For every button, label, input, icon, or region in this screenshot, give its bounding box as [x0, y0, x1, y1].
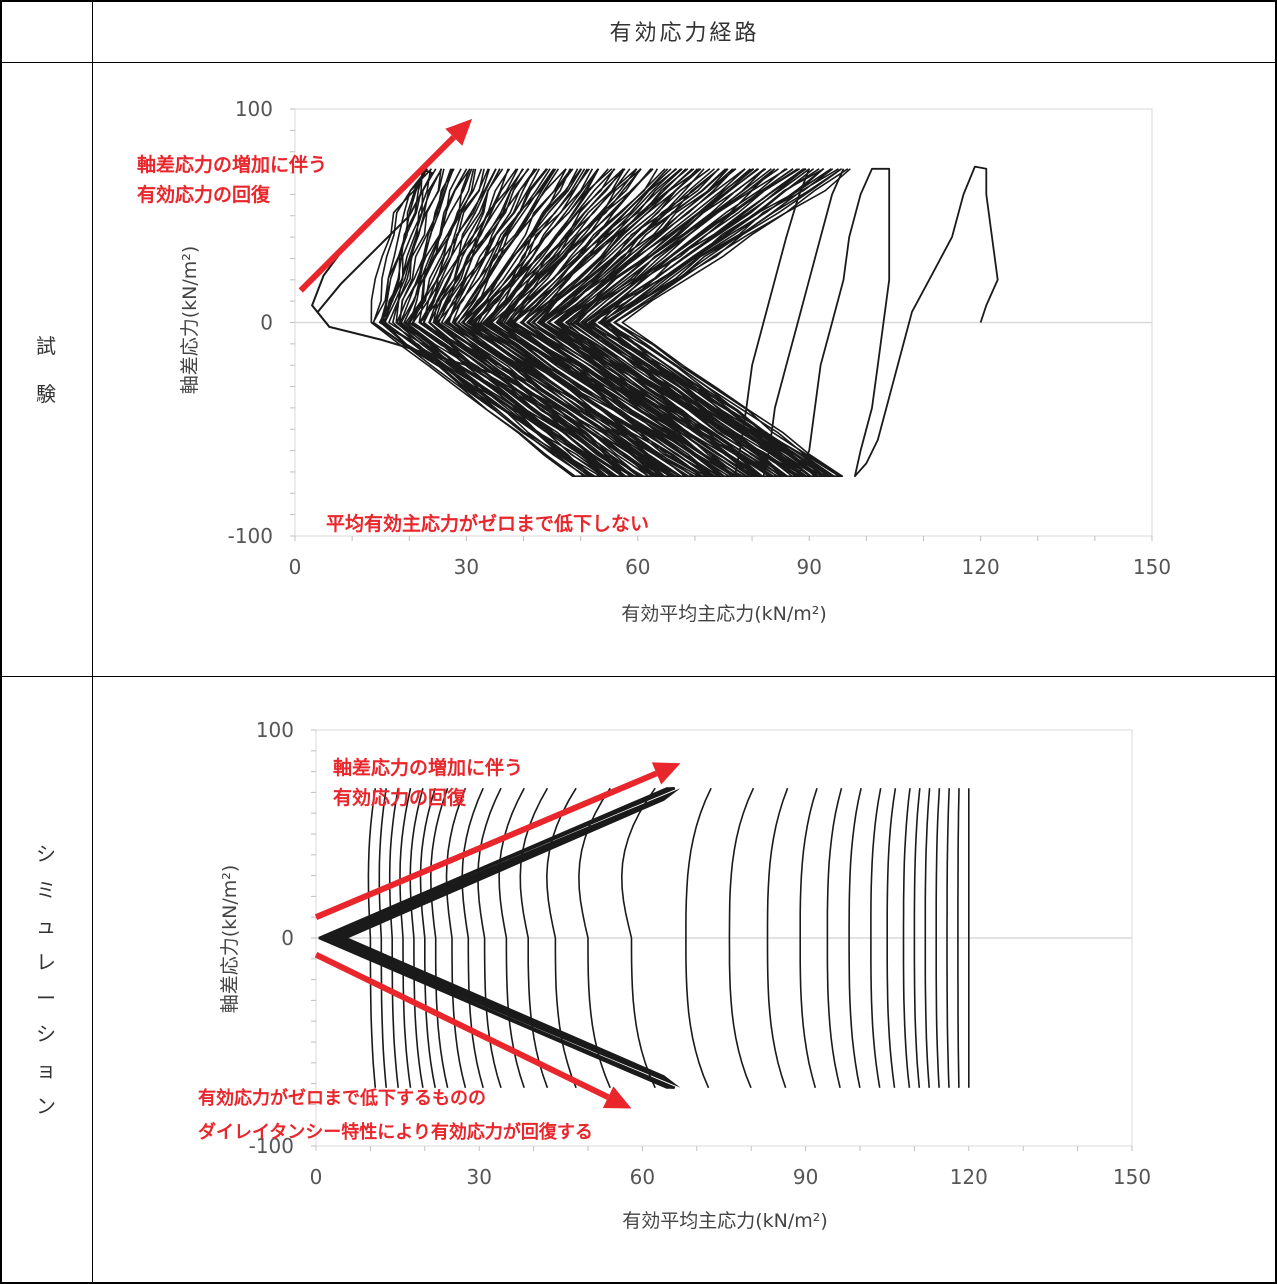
table-border-bottom: [0, 1282, 1277, 1284]
row-label-simulation: シ ミ ュ レ ー シ ョ ン: [0, 677, 92, 1282]
annotation-text: 有効応力の回復: [137, 183, 271, 206]
annotation-text: 有効応力の回復: [333, 786, 467, 809]
table-border-left: [0, 0, 2, 1284]
cycle-path: [519, 787, 549, 1089]
table-row-divider: [0, 676, 1277, 677]
x-tick-label: 30: [466, 1165, 491, 1189]
annotation-text: 軸差応力の増加に伴う: [333, 756, 523, 779]
annotation-text: 平均有効主応力がゼロまで低下しない: [326, 512, 649, 535]
cycle-path: [957, 788, 960, 1088]
y-tick-label: 100: [256, 718, 294, 742]
cycle-path: [935, 788, 941, 1088]
x-tick-label: 150: [1113, 1165, 1151, 1189]
y-axis-label: 軸差応力(kN/m²): [179, 246, 201, 395]
x-tick-label: 30: [454, 555, 479, 579]
x-tick-label: 0: [310, 1165, 323, 1189]
row-label-sim-char: シ: [36, 1021, 56, 1046]
outer-cycle-path: [734, 168, 811, 477]
row-label-test-char: 試: [36, 333, 56, 358]
x-tick-label: 120: [962, 555, 1000, 579]
x-tick-label: 150: [1133, 555, 1171, 579]
cycle-path: [685, 787, 712, 1089]
cycle-path: [429, 787, 449, 1088]
row-label-sim-char: ョ: [36, 1057, 56, 1082]
table-header-divider: [0, 62, 1277, 63]
table-border-right: [1275, 0, 1277, 1284]
outer-cycle-path: [796, 165, 999, 478]
annotation-text: 有効応力がゼロまで低下するものの: [198, 1087, 486, 1109]
red-arrow-shaft: [314, 951, 610, 1100]
cycle-path: [728, 787, 755, 1089]
red-arrow-head: [602, 1086, 632, 1109]
row-label-sim-char: レ: [36, 949, 56, 974]
cycle-path: [367, 788, 377, 1088]
x-tick-label: 120: [950, 1165, 988, 1189]
x-axis-label: 有効平均主応力(kN/m²): [621, 603, 827, 625]
cycle-path: [378, 788, 387, 1088]
x-tick-label: 90: [793, 1165, 818, 1189]
dense-wedge-paths: [318, 787, 676, 1089]
y-tick-label: 0: [260, 311, 273, 335]
x-tick-label: 60: [630, 1165, 655, 1189]
apex-path: [310, 167, 622, 473]
cycle-path: [620, 787, 656, 1089]
table-border-top: [0, 0, 1277, 2]
row-label-sim-char: ミ: [36, 877, 56, 902]
red-arrow-shaft: [298, 135, 456, 293]
cycle-path: [799, 787, 818, 1089]
red-arrow-head: [445, 118, 473, 146]
x-axis-label: 有効平均主応力(kN/m²): [622, 1210, 828, 1232]
y-axis-label: 軸差応力(kN/m²): [219, 865, 241, 1014]
cycle-path: [399, 788, 412, 1088]
simulation-stress-path-chart: 0 30 60 90 120 150 100 0 -100 軸差応力の増加に伴う有効応力の回復有…: [198, 718, 1151, 1232]
outer-cycle-path: [762, 168, 845, 477]
cycle-path: [913, 788, 921, 1088]
row-label-sim-char: ー: [36, 985, 56, 1010]
annotation-text: 軸差応力の増加に伴う: [137, 153, 327, 176]
x-tick-label: 60: [625, 555, 650, 579]
cycle-path: [461, 787, 484, 1089]
y-tick-label: 0: [281, 926, 294, 950]
row-label-sim-char: シ: [36, 841, 56, 866]
red-arrow-head: [651, 762, 681, 785]
row-label-test: 試 験: [0, 63, 92, 676]
cycle-path: [870, 788, 882, 1088]
cycle-path: [766, 787, 789, 1089]
y-tick-label: -100: [228, 524, 273, 548]
row-label-sim-char: ュ: [36, 913, 56, 938]
row-label-sim-char: ン: [36, 1093, 56, 1118]
red-arrow-shaft: [314, 770, 658, 920]
cycle-path: [388, 788, 399, 1088]
annotation-text: ダイレイタンシー特性により有効応力が回復する: [198, 1121, 593, 1143]
cycle-path: [419, 787, 436, 1088]
cycle-path: [826, 788, 843, 1088]
cycle-path: [578, 787, 611, 1089]
cycle-path: [946, 788, 950, 1088]
test-stress-path-chart: 0 30 60 90 120 150 100 0 -100 軸差応力の増加に伴う有効応力の回復平…: [137, 97, 1171, 625]
cycle-path: [545, 787, 577, 1089]
cycle-path: [886, 788, 897, 1088]
y-tick-label: -100: [249, 1134, 294, 1158]
cycle-path: [848, 788, 862, 1088]
cycle-path: [445, 787, 467, 1088]
row-label-test-char: 験: [36, 381, 56, 406]
cycle-path: [409, 788, 424, 1088]
x-tick-label: 90: [796, 555, 821, 579]
y-tick-label: 100: [235, 97, 273, 121]
cycle-path: [924, 788, 931, 1088]
table-column-divider: [92, 0, 93, 1284]
header-title: 有効応力経路: [609, 21, 760, 46]
dense-cycle-paths: [370, 168, 851, 477]
x-tick-label: 0: [289, 555, 302, 579]
cycle-path: [902, 788, 911, 1088]
